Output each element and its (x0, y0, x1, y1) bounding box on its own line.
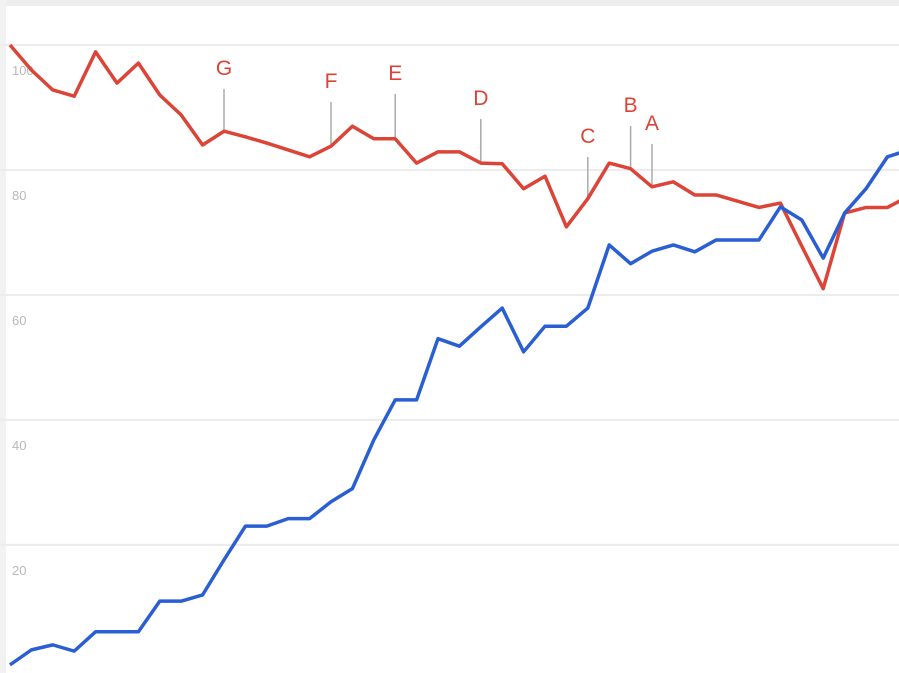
annotation-label: D (473, 87, 488, 110)
y-tick-label: 80 (12, 188, 26, 203)
y-tick-label: 60 (12, 313, 26, 328)
annotation-label: F (325, 70, 338, 93)
series-line (8, 43, 899, 291)
annotation-label: A (645, 112, 659, 135)
left-edge (0, 0, 6, 673)
top-edge (0, 0, 899, 6)
series-line (8, 151, 899, 667)
annotation-label: G (216, 57, 232, 80)
y-tick-label: 40 (12, 438, 26, 453)
annotation-label: E (388, 62, 402, 85)
annotation-label: C (580, 125, 595, 148)
y-tick-label: 20 (12, 563, 26, 578)
annotation-label: B (624, 94, 638, 117)
